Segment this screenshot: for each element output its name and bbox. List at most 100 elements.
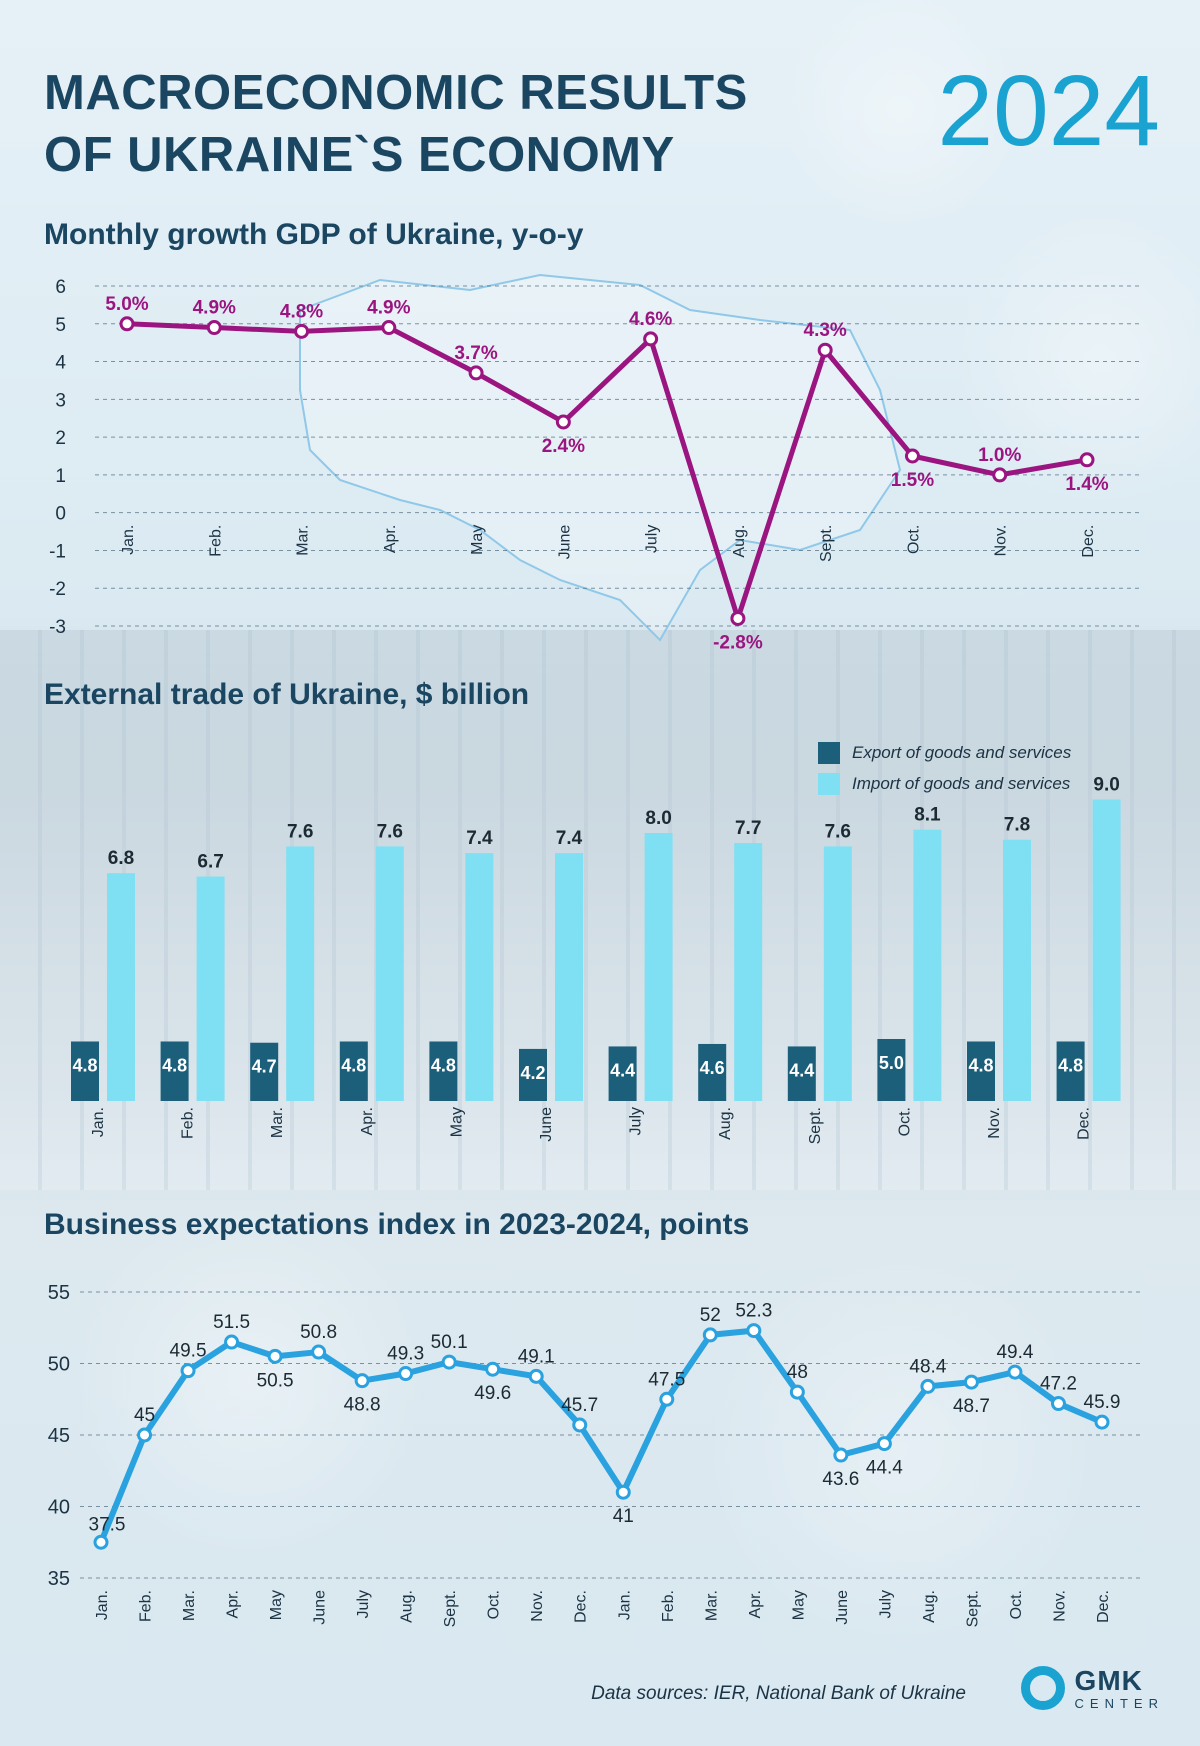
bei-value-label: 37.5 — [89, 1514, 126, 1535]
bei-point — [267, 1348, 283, 1364]
export-bar — [1056, 1041, 1085, 1101]
gdp-ytick-label: 2 — [55, 428, 66, 449]
gdp-point — [294, 323, 310, 339]
import-bar — [734, 843, 763, 1101]
bei-value-label: 44.4 — [866, 1458, 903, 1479]
import-bar — [375, 846, 404, 1101]
ukraine-map-outline — [299, 273, 902, 642]
trade-legend: Export of goods and services Import of g… — [818, 737, 1071, 799]
bei-point — [398, 1366, 414, 1382]
bei-value-label: 52 — [700, 1305, 721, 1326]
gdp-ytick-label: 4 — [55, 353, 66, 374]
bei-xtick-label: Apr. — [225, 1590, 242, 1618]
bei-value-label: 45.7 — [561, 1395, 598, 1416]
bei-point — [963, 1374, 979, 1390]
export-bar — [250, 1042, 279, 1101]
bei-point — [833, 1447, 849, 1463]
gmk-logo-icon — [1020, 1666, 1065, 1710]
gdp-value-label: 4.8% — [280, 301, 323, 322]
gdp-xtick-label: Apr. — [382, 525, 399, 553]
import-value-label: 7.6 — [377, 821, 403, 842]
import-value-label: 6.7 — [197, 852, 223, 873]
bei-xtick-label: Jan. — [94, 1590, 111, 1620]
bei-xtick-label: Aug. — [399, 1590, 416, 1623]
bei-xtick-label: July — [355, 1590, 372, 1618]
bei-point — [572, 1417, 588, 1433]
bei-point — [224, 1334, 240, 1350]
import-bar — [823, 846, 852, 1101]
bei-chart: 55 50 45 40 35 Jan. Feb. Mar. Apr. May June July Au… — [48, 1282, 1140, 1627]
gdp-xtick-label: July — [644, 525, 661, 553]
gdp-value-label: 4.6% — [629, 309, 672, 330]
bei-point — [93, 1534, 109, 1550]
bei-point — [1050, 1396, 1066, 1412]
import-bar — [286, 846, 315, 1101]
import-value-label: 7.7 — [735, 818, 761, 839]
gmk-center-logo: GMK CENTER — [1020, 1664, 1164, 1710]
gdp-point — [643, 331, 659, 347]
gdp-point — [730, 610, 746, 626]
export-value-label: 4.2 — [520, 1063, 545, 1083]
gdp-ytick-label: 6 — [55, 277, 66, 298]
export-bar — [339, 1041, 368, 1101]
bei-series-line — [98, 1327, 1104, 1544]
import-bar — [644, 833, 673, 1101]
logo-main-text: GMK — [1074, 1664, 1143, 1696]
trade-xtick-label: May — [448, 1107, 465, 1137]
gdp-ytick-label: 0 — [55, 504, 66, 525]
gdp-point — [555, 414, 571, 430]
trade-chart: 4.8 6.8 4.8 6.7 4.7 7.6 4.8 7.6 4.8 7.4 4.2 7.4 4.4 8… — [71, 775, 1121, 1144]
bei-value-label: 49.5 — [170, 1341, 207, 1362]
bei-ytick-label: 45 — [48, 1425, 70, 1447]
gdp-value-label: -2.8% — [713, 632, 763, 653]
trade-xtick-label: July — [628, 1107, 645, 1135]
export-bar — [967, 1041, 995, 1101]
gdp-xtick-label: Nov. — [993, 525, 1010, 557]
bei-point — [441, 1354, 457, 1370]
gdp-point — [817, 342, 833, 358]
bei-point — [1007, 1364, 1023, 1380]
bei-point — [702, 1327, 718, 1343]
gdp-value-label: 1.5% — [891, 470, 934, 491]
gdp-value-label: 2.4% — [542, 436, 585, 457]
legend-item-export: Export of goods and services — [818, 737, 1071, 768]
gdp-xtick-label: Jan. — [120, 525, 137, 555]
export-value-label: 4.4 — [610, 1060, 635, 1080]
bei-xtick-label: Oct. — [486, 1590, 503, 1619]
data-sources: Data sources: IER, National Bank of Ukra… — [591, 1683, 966, 1704]
bei-value-label: 49.6 — [474, 1383, 511, 1404]
bei-value-label: 50.8 — [300, 1322, 337, 1343]
title-line-2: OF UKRAINE`S ECONOMY — [44, 128, 675, 182]
bei-value-label: 50.5 — [257, 1370, 294, 1391]
gdp-point — [1079, 452, 1095, 468]
gdp-xtick-label: Feb. — [207, 525, 224, 557]
import-bar — [555, 853, 583, 1101]
gdp-value-label: 1.0% — [978, 445, 1021, 466]
legend-item-import: Import of goods and services — [818, 768, 1071, 799]
bei-point — [528, 1368, 544, 1384]
bei-ytick-label: 35 — [48, 1568, 70, 1590]
bei-point — [789, 1384, 805, 1400]
gdp-xtick-label: Aug. — [731, 525, 748, 558]
gdp-ytick-label: -3 — [49, 617, 66, 638]
import-value-label: 7.4 — [556, 828, 583, 849]
export-bar — [71, 1041, 99, 1101]
export-bar — [160, 1041, 189, 1101]
trade-xtick-label: Nov. — [986, 1107, 1003, 1139]
gdp-xtick-label: June — [556, 525, 573, 560]
gdp-value-label: 5.0% — [105, 294, 148, 315]
export-bar — [519, 1048, 547, 1101]
gdp-value-label: 3.7% — [454, 343, 497, 364]
legend-swatch-import — [818, 772, 840, 795]
bei-xtick-label: May — [268, 1590, 285, 1620]
trade-xtick-label: Jan. — [90, 1107, 107, 1137]
bei-xtick-label: July — [877, 1590, 894, 1618]
bei-value-label: 51.5 — [213, 1312, 250, 1333]
bei-point — [485, 1361, 501, 1377]
gdp-point — [381, 320, 397, 336]
import-bar — [1092, 799, 1121, 1101]
trade-xtick-label: Aug. — [717, 1107, 734, 1140]
gdp-series-line — [126, 321, 1088, 621]
export-bar — [787, 1046, 816, 1101]
bei-xtick-label: Aug. — [921, 1590, 938, 1623]
